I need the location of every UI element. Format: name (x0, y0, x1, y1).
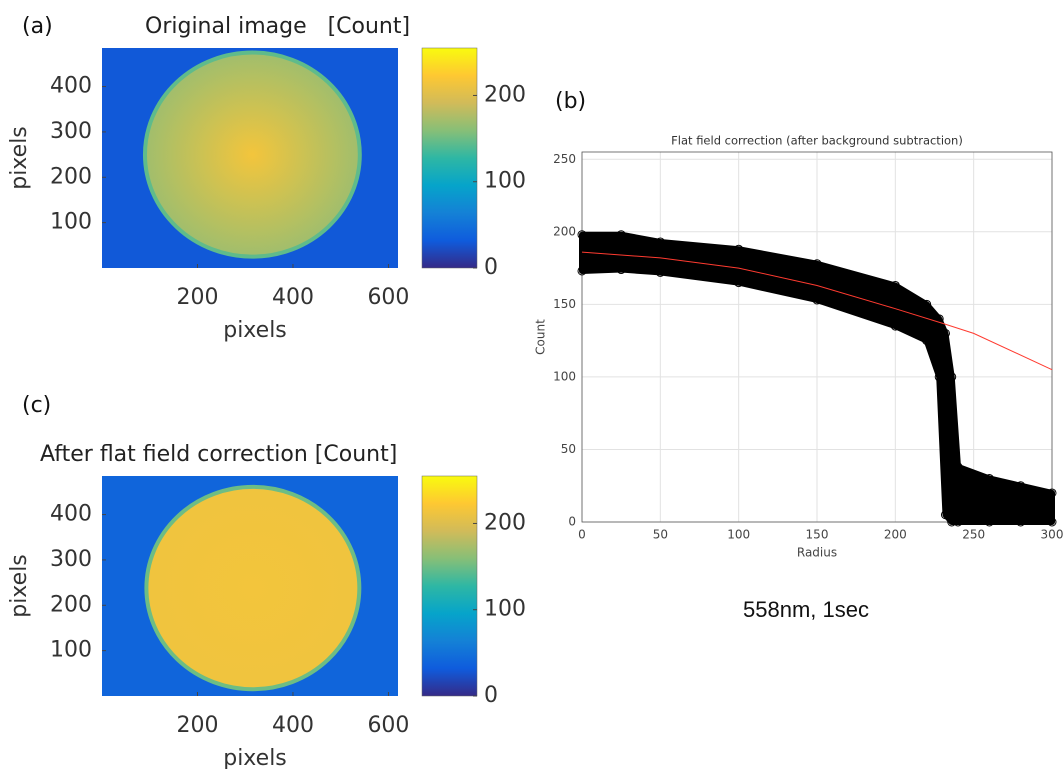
y-axis-label: pixels (7, 126, 32, 190)
x-axis-label: pixels (223, 746, 287, 769)
data-point (940, 510, 950, 520)
data-point (953, 517, 963, 527)
disk (142, 50, 362, 259)
data-point (984, 517, 994, 527)
annotation: 558nm, 1sec (743, 597, 869, 622)
x-tick-label: 300 (1041, 528, 1064, 542)
data-point (922, 299, 932, 309)
colorbar-tick-label: 100 (484, 597, 526, 622)
y-tick-label: 300 (50, 547, 92, 572)
panel-title: Original image [Count] (145, 14, 410, 39)
data-point (616, 230, 626, 240)
colorbar-tick-label: 200 (484, 510, 526, 535)
y-tick-label: 0 (568, 515, 576, 529)
x-tick-label: 400 (272, 285, 314, 310)
data-point (734, 278, 744, 288)
data-point (734, 244, 744, 254)
data-point (922, 336, 932, 346)
y-tick-label: 200 (50, 592, 92, 617)
x-tick-label: 250 (962, 528, 985, 542)
panel-label: (b) (555, 89, 586, 114)
plot-frame (581, 151, 1053, 523)
data-point (934, 314, 944, 324)
data-point (577, 266, 587, 276)
colorbar-tick-label: 200 (484, 82, 526, 107)
data-point (984, 473, 994, 483)
y-axis-label: pixels (7, 554, 32, 618)
data-band (579, 231, 1055, 525)
x-axis-label: pixels (223, 318, 287, 343)
data-point (616, 265, 626, 275)
panel-title: After flat field correction [Count] (40, 442, 397, 467)
y-tick-label: 150 (553, 297, 576, 311)
x-tick-label: 200 (176, 713, 218, 738)
y-tick-label: 400 (50, 502, 92, 527)
x-tick-label: 200 (884, 528, 907, 542)
x-tick-label: 200 (176, 285, 218, 310)
data-point (890, 280, 900, 290)
x-tick-label: 100 (727, 528, 750, 542)
y-tick-label: 400 (50, 74, 92, 99)
x-tick-label: 400 (272, 713, 314, 738)
y-axis-label: Count (534, 319, 548, 355)
y-tick-label: 200 (50, 164, 92, 189)
panel-label: (c) (22, 393, 51, 418)
disk (144, 484, 362, 692)
data-point (947, 372, 957, 382)
data-point (934, 372, 944, 382)
data-point (655, 237, 665, 247)
fit-line (581, 251, 1053, 371)
data-point (947, 517, 957, 527)
y-tick-label: 100 (553, 369, 576, 383)
y-tick-label: 300 (50, 119, 92, 144)
x-tick-label: 0 (578, 528, 586, 542)
data-point (953, 462, 963, 472)
colorbar (421, 47, 478, 269)
data-point (1016, 517, 1026, 527)
data-point (890, 321, 900, 331)
y-tick-label: 200 (553, 224, 576, 238)
data-point (1016, 481, 1026, 491)
y-tick-label: 50 (561, 442, 576, 456)
colorbar-tick-label: 0 (484, 683, 498, 708)
data-point (1047, 488, 1057, 498)
data-point (940, 328, 950, 338)
data-point (812, 259, 822, 269)
data-point (655, 267, 665, 277)
colorbar (421, 475, 478, 697)
data-point (577, 230, 587, 240)
data-point (812, 295, 822, 305)
x-tick-label: 50 (653, 528, 668, 542)
data-point (1047, 517, 1057, 527)
x-tick-label: 600 (367, 713, 409, 738)
x-axis-label: Radius (797, 546, 837, 560)
y-tick-label: 100 (50, 638, 92, 663)
y-tick-label: 100 (50, 210, 92, 235)
x-tick-label: 150 (806, 528, 829, 542)
colorbar-tick-label: 0 (484, 255, 498, 280)
colorbar-tick-label: 100 (484, 169, 526, 194)
chart-title: Flat field correction (after background … (671, 134, 963, 148)
x-tick-label: 600 (367, 285, 409, 310)
panel-label: (a) (22, 14, 53, 39)
y-tick-label: 250 (553, 152, 576, 166)
